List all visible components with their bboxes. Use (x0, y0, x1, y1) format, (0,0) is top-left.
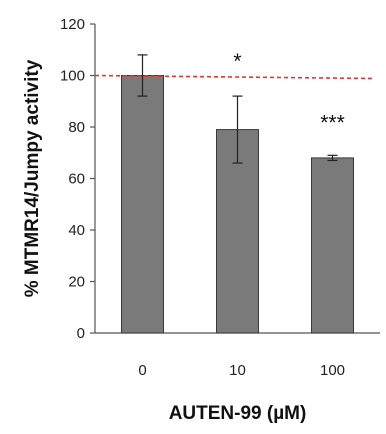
x-tick-label: 100 (320, 362, 345, 379)
error-bars (137, 54, 338, 164)
y-tick-label: 100 (60, 68, 85, 85)
x-tick-label: 0 (138, 362, 146, 379)
y-ticks: 0 20 40 60 80 100 120 (60, 16, 95, 342)
x-axis: 0 10 100 (95, 332, 380, 379)
bar-100 (311, 157, 354, 334)
y-tick-label: 40 (68, 222, 85, 239)
x-ticks: 0 10 100 (138, 362, 345, 379)
x-axis-title: AUTEN-99 (µM) (169, 403, 307, 424)
significance-marker: *** (320, 111, 345, 134)
y-tick-label: 20 (68, 274, 85, 291)
y-tick-label: 120 (60, 16, 85, 33)
reference-line (94, 74, 376, 80)
bars (121, 75, 354, 334)
y-axis-title: % MTMR14/Jumpy activity (22, 59, 43, 297)
y-tick-label: 0 (77, 325, 85, 342)
significance-annotations: **** (233, 50, 344, 134)
bar-0 (121, 75, 164, 334)
y-axis: 0 20 40 60 80 100 120 (60, 16, 96, 342)
x-tick-label: 10 (229, 362, 246, 379)
significance-marker: * (233, 50, 241, 73)
y-tick-label: 80 (68, 119, 85, 136)
y-tick-label: 60 (68, 171, 85, 188)
